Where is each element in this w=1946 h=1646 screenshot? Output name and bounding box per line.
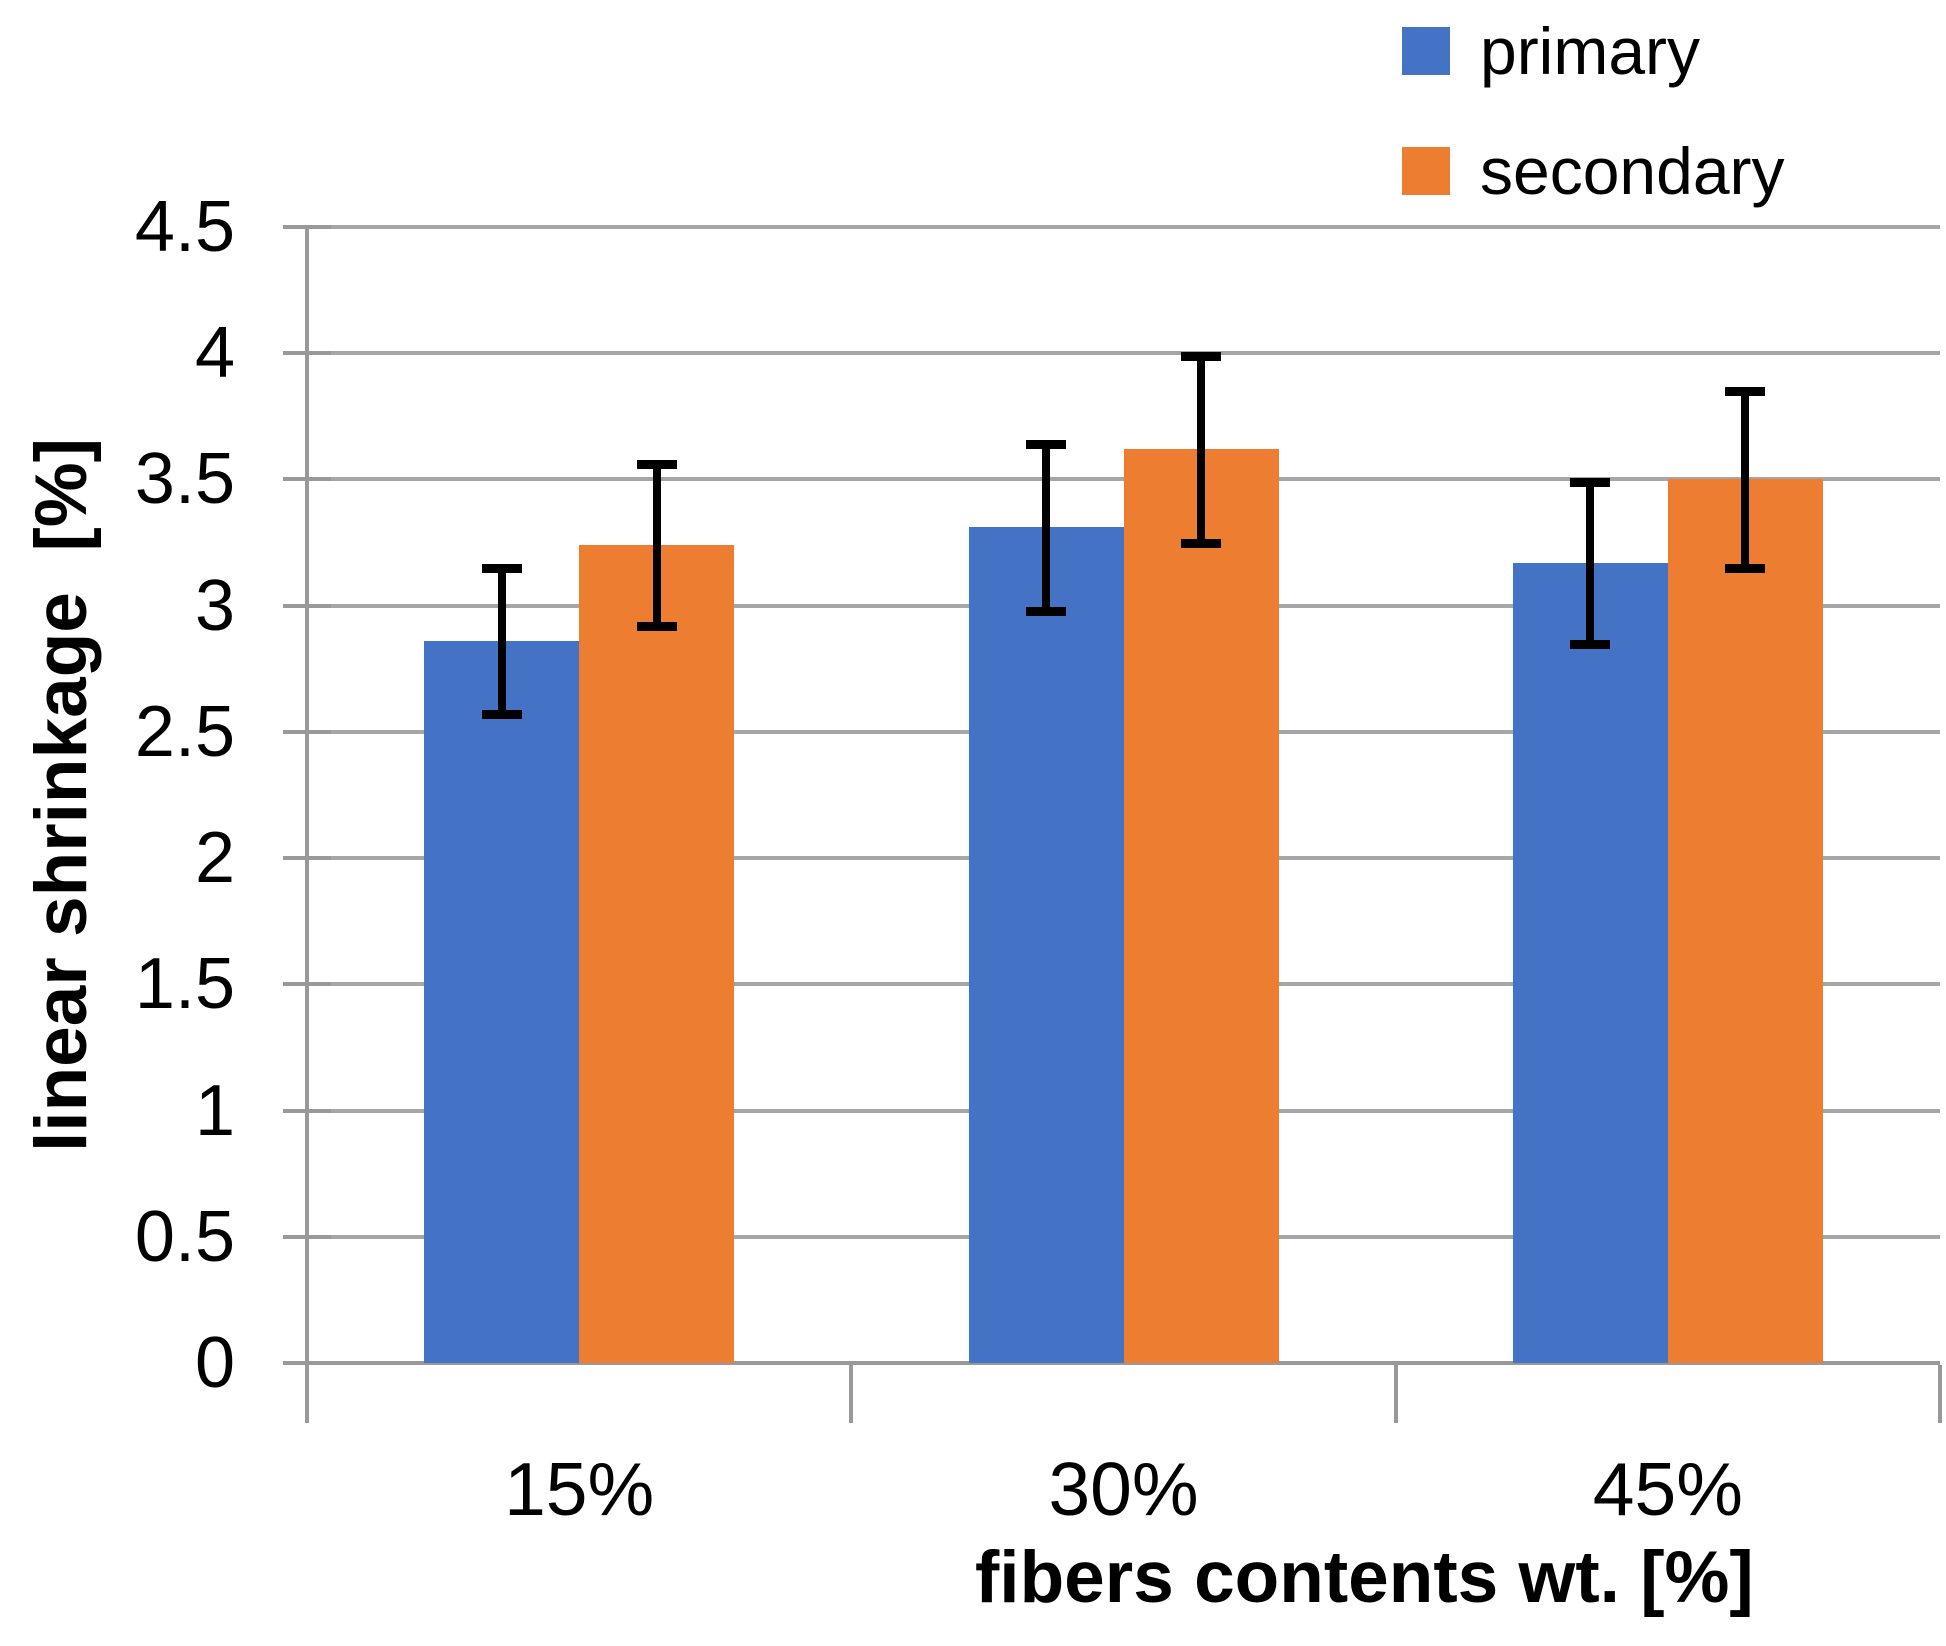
legend-item-secondary: secondary: [1402, 132, 1785, 210]
gridline: [307, 225, 1940, 229]
gridline: [307, 351, 1940, 356]
bar-secondary-30%: [1123, 449, 1279, 1363]
y-axis-tick: [283, 225, 331, 229]
error-bar-cap: [636, 460, 677, 470]
error-bar-cap: [1181, 538, 1221, 548]
error-bar-cap: [636, 621, 677, 631]
error-bar-cap: [1570, 477, 1611, 487]
x-tick-label: 30%: [1048, 1447, 1199, 1531]
error-bar-cap: [1725, 387, 1766, 397]
y-tick-label: 2.5: [134, 691, 235, 772]
x-axis-tick: [305, 1365, 309, 1423]
y-axis-tick: [283, 351, 331, 356]
error-bar-primary-30%: [1042, 444, 1050, 611]
bar-secondary-15%: [579, 545, 735, 1363]
x-axis-tick: [1393, 1365, 1398, 1423]
legend-item-primary: primary: [1402, 12, 1785, 90]
legend-label-secondary: secondary: [1480, 134, 1785, 208]
y-tick-label: 1.5: [134, 944, 235, 1025]
legend-label-primary: primary: [1480, 14, 1701, 88]
error-bar-cap: [481, 563, 522, 573]
x-axis-line: [307, 1361, 1940, 1365]
y-tick-label: 0.5: [134, 1196, 235, 1277]
y-tick-label: 3: [194, 565, 235, 646]
legend-swatch-primary: [1402, 27, 1450, 75]
x-tick-label: 45%: [1592, 1447, 1743, 1531]
error-bar-secondary-15%: [652, 464, 661, 626]
error-bar-cap: [1725, 563, 1766, 573]
error-bar-cap: [1570, 639, 1611, 649]
error-bar-secondary-45%: [1741, 391, 1750, 568]
y-axis-tick: [283, 982, 331, 987]
plot-area: [307, 225, 1940, 1363]
y-tick-label: 2: [194, 818, 235, 899]
x-axis-tick: [849, 1365, 854, 1423]
y-axis-tick: [283, 1361, 331, 1365]
y-tick-label: 0: [194, 1323, 235, 1403]
y-tick-label: 4.5: [134, 187, 235, 267]
bar-secondary-45%: [1667, 479, 1823, 1363]
bar-primary-45%: [1512, 562, 1668, 1363]
y-axis-tick: [283, 603, 331, 608]
legend-swatch-secondary: [1402, 147, 1450, 195]
y-axis-tick: [283, 1108, 331, 1113]
legend: primary secondary: [1402, 12, 1785, 252]
y-tick-label: 3.5: [134, 439, 235, 520]
error-bar-cap: [1026, 440, 1066, 450]
y-axis-tick: [283, 729, 331, 734]
bar-primary-30%: [968, 527, 1124, 1363]
error-bar-cap: [1181, 351, 1221, 361]
error-bar-cap: [1026, 606, 1066, 616]
error-bar-cap: [481, 710, 522, 720]
y-axis-title: linear shrinkage [%]: [21, 438, 102, 1152]
error-bar-secondary-30%: [1197, 355, 1205, 543]
y-axis-tick: [283, 856, 331, 861]
bar-primary-15%: [424, 641, 580, 1363]
y-tick-label: 1: [194, 1070, 235, 1151]
x-axis-tick: [1938, 1365, 1942, 1423]
y-axis-tick: [283, 1234, 331, 1239]
x-axis-title: fibers contents wt. [%]: [975, 1537, 1754, 1618]
y-axis-tick: [283, 477, 331, 482]
x-tick-label: 15%: [504, 1447, 655, 1531]
y-axis-line: [305, 227, 309, 1390]
error-bar-primary-15%: [497, 567, 506, 715]
error-bar-primary-45%: [1586, 481, 1595, 644]
y-tick-label: 4: [194, 313, 235, 394]
